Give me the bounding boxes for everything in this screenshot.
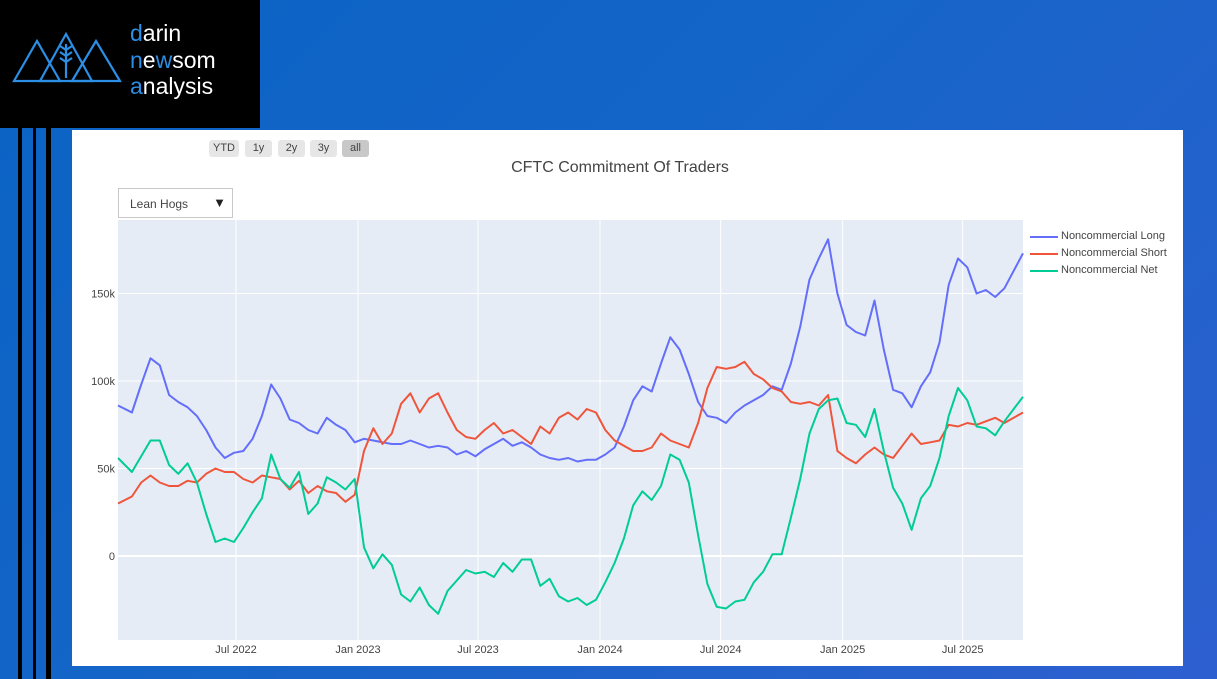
legend-swatch bbox=[1030, 253, 1058, 255]
logo-line-1: darin bbox=[130, 20, 182, 46]
legend-swatch bbox=[1030, 270, 1058, 272]
y-tick-label: 50k bbox=[97, 464, 115, 476]
triangle-down-icon: ▼ bbox=[213, 195, 226, 210]
x-tick-label: Jul 2023 bbox=[457, 644, 499, 656]
decor-stripe bbox=[46, 128, 51, 679]
legend-swatch bbox=[1030, 236, 1058, 238]
decor-stripe bbox=[33, 128, 36, 679]
range-button-1y[interactable]: 1y bbox=[245, 140, 272, 157]
range-button-ytd[interactable]: YTD bbox=[209, 140, 239, 157]
chart-title: CFTC Commitment Of Traders bbox=[511, 159, 729, 176]
x-tick-label: Jan 2025 bbox=[820, 644, 865, 656]
legend-label: Noncommercial Short bbox=[1061, 247, 1167, 259]
x-tick-label: Jul 2025 bbox=[942, 644, 984, 656]
series-line[interactable] bbox=[117, 238, 1024, 463]
mountain-logo-icon bbox=[12, 31, 122, 83]
x-tick-label: Jan 2023 bbox=[335, 644, 380, 656]
logo-wordmark: darin newsom analysis bbox=[130, 20, 216, 100]
logo: darin newsom analysis bbox=[0, 0, 260, 128]
y-tick-label: 100k bbox=[91, 376, 115, 388]
y-tick-label: 0 bbox=[109, 551, 115, 563]
series-line[interactable] bbox=[117, 387, 1024, 615]
dropdown-selected-value: Lean Hogs bbox=[130, 197, 189, 211]
x-tick-label: Jul 2022 bbox=[215, 644, 257, 656]
series-lines bbox=[117, 238, 1024, 615]
range-button-all[interactable]: all bbox=[342, 140, 369, 157]
series-line[interactable] bbox=[117, 360, 1024, 505]
range-button-2y[interactable]: 2y bbox=[278, 140, 305, 157]
plot-area bbox=[118, 220, 1023, 640]
legend-label: Noncommercial Long bbox=[1061, 230, 1165, 242]
axis-ticks: 0 50k 100k 150k Jul 2022 Jan 2023 Jul 2023 Jan … bbox=[91, 289, 983, 657]
commodity-dropdown[interactable]: Lean Hogs ▼ bbox=[118, 188, 233, 218]
x-tick-label: Jan 2024 bbox=[577, 644, 622, 656]
logo-line-2: newsom bbox=[130, 46, 216, 73]
y-tick-label: 150k bbox=[91, 289, 115, 301]
logo-line-3: analysis bbox=[130, 73, 214, 99]
decor-stripe bbox=[18, 128, 22, 679]
x-tick-label: Jul 2024 bbox=[700, 644, 742, 656]
legend-label: Noncommercial Net bbox=[1061, 264, 1158, 276]
range-button-3y[interactable]: 3y bbox=[310, 140, 337, 157]
